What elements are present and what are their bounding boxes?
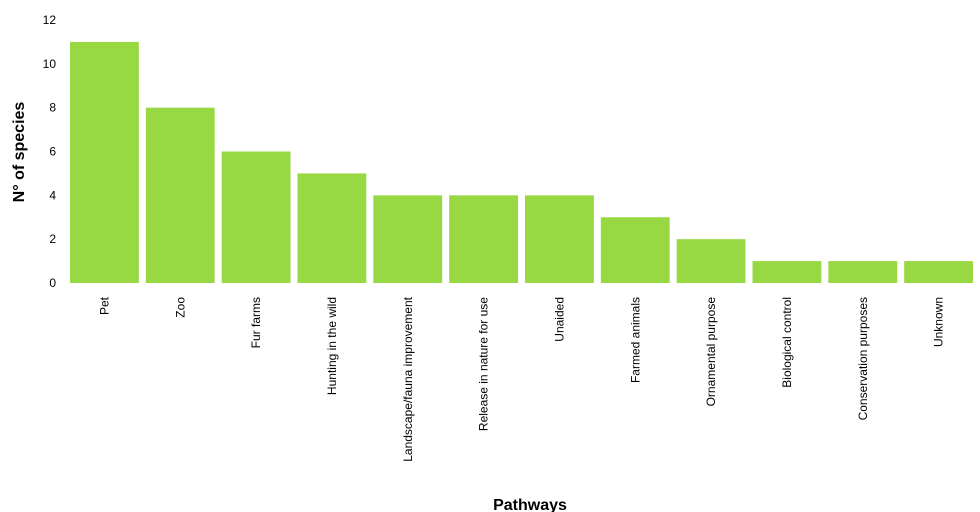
y-tick-label: 2 — [49, 232, 56, 246]
x-axis-title: Pathways — [493, 497, 567, 512]
y-tick-label: 0 — [49, 276, 56, 290]
bar-9 — [752, 261, 822, 283]
y-tick-label: 4 — [49, 188, 56, 202]
x-tick-label: Conservation purposes — [856, 297, 870, 420]
bar-2 — [221, 151, 291, 283]
x-tick-label: Unknown — [932, 297, 946, 347]
y-tick-label: 8 — [49, 101, 56, 115]
y-tick-label: 10 — [43, 57, 57, 71]
x-tick-label: Fur farms — [249, 297, 263, 348]
bar-4 — [373, 195, 443, 283]
bar-6 — [525, 195, 594, 283]
bar-5 — [449, 195, 518, 283]
x-tick-label: Pet — [97, 296, 111, 315]
x-tick-label: Landscape/fauna improvement — [401, 296, 415, 461]
bar-3 — [297, 173, 367, 283]
x-tick-label: Biological control — [780, 297, 794, 388]
bar-8 — [676, 239, 746, 283]
y-tick-label: 12 — [43, 13, 57, 27]
bar-1 — [145, 107, 215, 284]
y-tick-label: 6 — [49, 145, 56, 159]
x-tick-label: Zoo — [173, 297, 187, 318]
bar-0 — [70, 41, 139, 283]
x-tick-label: Ornamental purpose — [704, 297, 718, 407]
x-tick-label: Hunting in the wild — [325, 297, 339, 395]
y-axis-title: N° of species — [11, 102, 28, 203]
x-tick-label: Farmed animals — [628, 297, 642, 383]
bar-11 — [904, 261, 973, 283]
x-tick-label: Unaided — [552, 297, 566, 342]
bar-7 — [600, 217, 670, 283]
x-tick-label: Release in nature for use — [477, 297, 491, 431]
x-axis-tick-labels: Pet Zoo Fur farms Hunting in the wild Landsc… — [97, 296, 945, 461]
bars — [70, 41, 973, 284]
y-axis-ticks: 0 2 4 6 8 10 12 — [43, 13, 57, 290]
bar-10 — [828, 261, 898, 283]
